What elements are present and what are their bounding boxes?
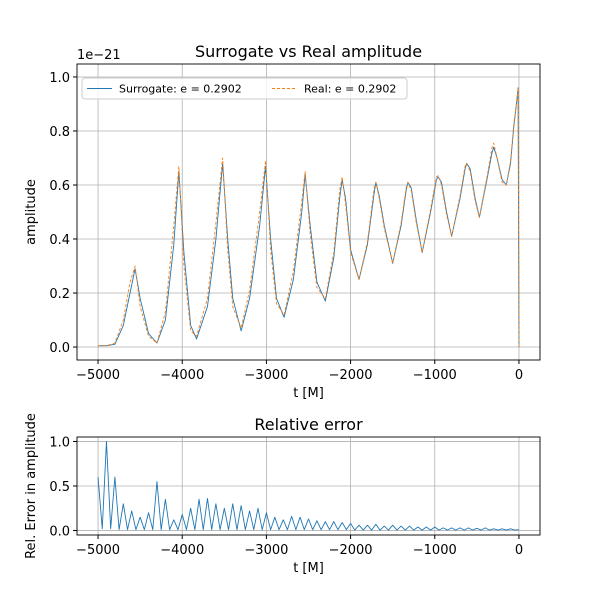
x-tick-label: −2000: [329, 543, 373, 558]
y-offset-label: 1e−21: [77, 48, 121, 63]
y-tick-label: 0.5: [49, 480, 70, 495]
legend-box: [81, 77, 408, 100]
y-tick-label: 0.0: [49, 525, 70, 540]
y-tick-label: 0.6: [49, 179, 70, 194]
y-axis-label: amplitude: [24, 179, 39, 245]
series-line: [98, 87, 520, 348]
x-tick-label: −3000: [244, 368, 288, 383]
y-tick-label: 1.0: [49, 71, 70, 86]
x-tick-label: −1000: [413, 543, 457, 558]
y-axis-label: Rel. Error in amplitude: [24, 413, 39, 559]
x-axis-label: t [M]: [293, 386, 324, 401]
y-tick-label: 0.4: [49, 233, 70, 248]
legend-label: Real: e = 0.2902: [304, 83, 396, 96]
y-tick-label: 0.2: [49, 287, 70, 302]
x-tick-label: −5000: [76, 368, 120, 383]
y-tick-label: 0.8: [49, 125, 70, 140]
series-line: [97, 441, 519, 531]
y-tick-label: 0.0: [49, 341, 70, 356]
x-tick-label: −1000: [413, 368, 457, 383]
legend-label: Surrogate: e = 0.2902: [119, 83, 242, 96]
x-axis-label: t [M]: [293, 561, 324, 576]
x-tick-label: 0: [515, 368, 523, 383]
axes-frame: [76, 436, 541, 536]
chart-title: Surrogate vs Real amplitude: [195, 42, 422, 61]
x-tick-label: −3000: [244, 543, 288, 558]
y-tick-label: 1.0: [49, 435, 70, 450]
x-tick-label: −4000: [160, 368, 204, 383]
x-tick-label: −4000: [160, 543, 204, 558]
axes-frame: [76, 63, 541, 361]
x-tick-label: 0: [515, 543, 523, 558]
x-tick-label: −2000: [329, 368, 373, 383]
x-tick-label: −5000: [76, 543, 120, 558]
chart-title: Relative error: [254, 415, 363, 434]
